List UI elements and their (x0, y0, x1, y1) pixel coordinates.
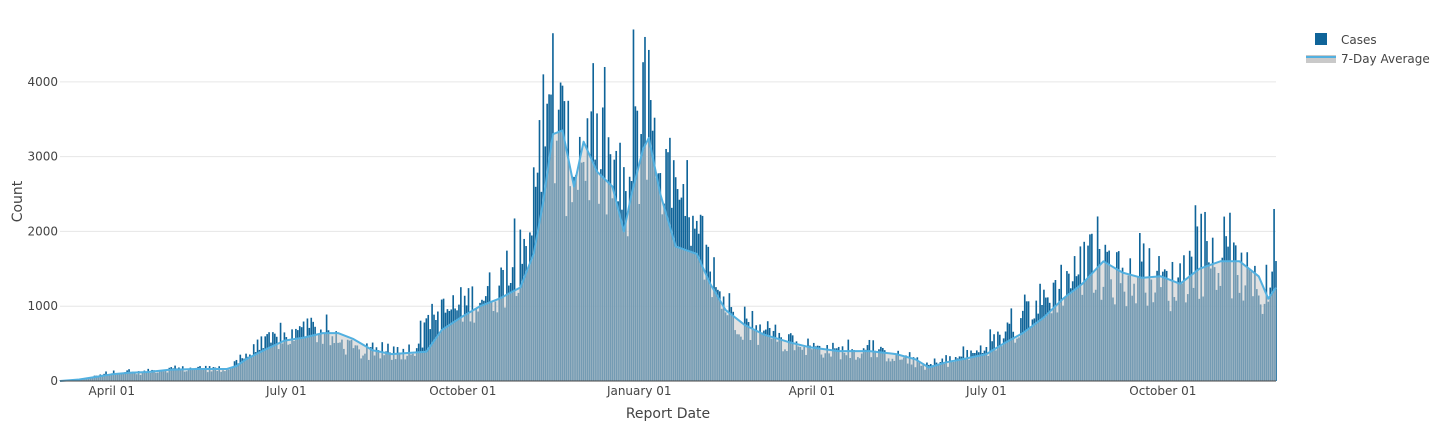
case-bar (425, 318, 428, 381)
x-tick-label: October 01 (429, 384, 496, 398)
x-axis-title: Report Date (626, 406, 710, 421)
x-tick-label: July 01 (965, 384, 1007, 398)
x-tick-label: October 01 (1129, 384, 1196, 398)
case-bar (1275, 261, 1277, 381)
y-axis-ticks: 0 1000 2000 3000 4000 (27, 75, 58, 388)
x-tick-label: April 01 (789, 384, 836, 398)
legend-item-cases[interactable]: Cases (1315, 33, 1377, 47)
legend-item-average[interactable]: 7-Day Average (1306, 52, 1430, 66)
x-axis-ticks: April 01 July 01 October 01 January 01 April… (89, 384, 1197, 398)
legend-cases-label: Cases (1341, 33, 1377, 47)
average-area (60, 130, 1276, 381)
legend-average-label: 7-Day Average (1341, 52, 1430, 66)
case-bar (419, 320, 422, 381)
legend-average-swatch (1306, 55, 1336, 63)
y-tick-label: 3000 (27, 150, 58, 164)
legend-cases-swatch (1315, 33, 1327, 45)
y-tick-label: 1000 (27, 299, 58, 313)
average-line (59, 129, 1277, 382)
x-tick-label: July 01 (265, 384, 307, 398)
y-axis-title: Count (10, 180, 26, 222)
x-tick-label: January 01 (606, 384, 672, 398)
y-tick-label: 0 (50, 374, 58, 388)
y-tick-label: 2000 (27, 224, 58, 238)
seven-day-average-series (59, 129, 1277, 382)
y-tick-label: 4000 (27, 75, 58, 89)
x-tick-label: April 01 (89, 384, 136, 398)
legend[interactable]: Cases 7-Day Average (1306, 33, 1430, 66)
